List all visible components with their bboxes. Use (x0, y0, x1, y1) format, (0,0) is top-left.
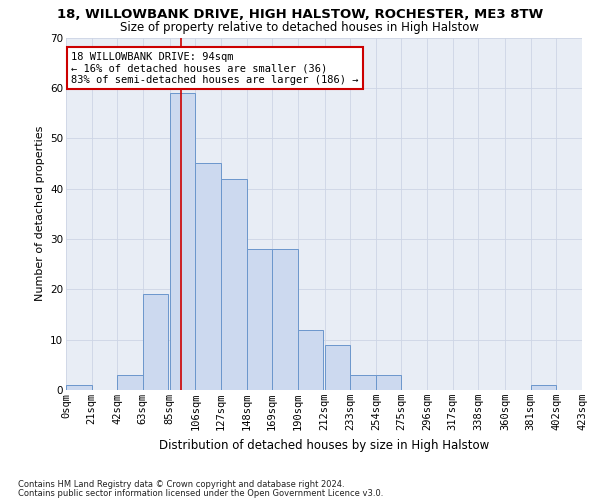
Bar (66, 385, 92, 390)
Bar (325, 344, 350, 390)
Bar (350, 375, 376, 390)
Text: Size of property relative to detached houses in High Halstow: Size of property relative to detached ho… (121, 21, 479, 34)
Bar (196, 164, 221, 390)
Text: Contains public sector information licensed under the Open Government Licence v3: Contains public sector information licen… (18, 488, 383, 498)
Bar (221, 178, 247, 390)
Y-axis label: Number of detached properties: Number of detached properties (35, 126, 44, 302)
Text: 18, WILLOWBANK DRIVE, HIGH HALSTOW, ROCHESTER, ME3 8TW: 18, WILLOWBANK DRIVE, HIGH HALSTOW, ROCH… (57, 8, 543, 20)
Bar (170, 93, 196, 390)
Bar (272, 249, 298, 390)
Text: 18 WILLOWBANK DRIVE: 94sqm
← 16% of detached houses are smaller (36)
83% of semi: 18 WILLOWBANK DRIVE: 94sqm ← 16% of deta… (71, 52, 359, 85)
X-axis label: Distribution of detached houses by size in High Halstow: Distribution of detached houses by size … (159, 438, 489, 452)
Bar (298, 330, 323, 390)
Bar (143, 294, 169, 390)
Bar (531, 385, 556, 390)
Bar (376, 375, 401, 390)
Text: Contains HM Land Registry data © Crown copyright and database right 2024.: Contains HM Land Registry data © Crown c… (18, 480, 344, 489)
Bar (247, 249, 272, 390)
Bar (117, 375, 143, 390)
